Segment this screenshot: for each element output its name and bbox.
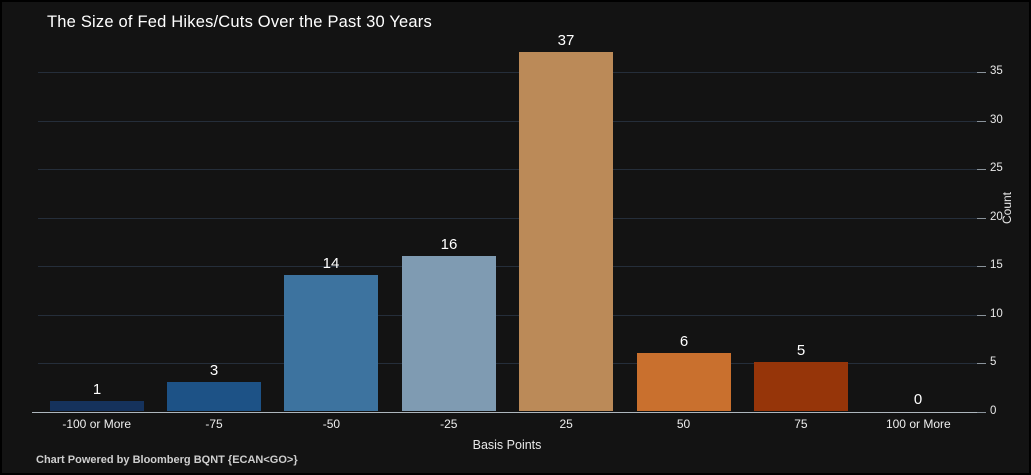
x-tick-label: 100 or More xyxy=(885,417,951,431)
bar--25 xyxy=(402,256,496,411)
y-tick-mark xyxy=(977,169,986,170)
y-tick-label: 10 xyxy=(990,308,1003,320)
y-tick-label: 0 xyxy=(990,405,997,417)
plot-area: 1 3 14 16 37 6 5 0 xyxy=(38,32,977,412)
y-tick-label: 20 xyxy=(990,211,1003,223)
y-tick-label: 35 xyxy=(990,65,1003,77)
bar-value-label: 37 xyxy=(557,32,575,49)
bar-value-label: 0 xyxy=(913,391,923,408)
x-axis-line xyxy=(32,412,985,413)
x-tick-label: 25 xyxy=(559,417,573,431)
gridline-y-25 xyxy=(38,169,977,171)
y-tick-mark xyxy=(977,315,986,316)
bar-value-label: 14 xyxy=(322,255,340,272)
y-tick-mark xyxy=(977,218,986,219)
gridline-y-30 xyxy=(38,120,977,122)
x-tick-label: 50 xyxy=(676,417,691,431)
y-tick-mark xyxy=(977,412,986,413)
x-tick-label: -75 xyxy=(205,417,223,431)
y-tick-label: 30 xyxy=(990,114,1003,126)
y-tick-label: 25 xyxy=(990,162,1003,174)
y-tick-mark xyxy=(977,266,986,267)
y-tick-mark xyxy=(977,121,986,122)
gridline-y-10 xyxy=(38,314,977,316)
bar-value-label: 6 xyxy=(679,333,689,350)
x-tick-label: -25 xyxy=(440,417,458,431)
gridline-y-35 xyxy=(38,72,977,73)
bar-50 xyxy=(637,353,731,411)
bar--75 xyxy=(167,382,261,411)
bar-value-label: 1 xyxy=(92,381,102,398)
bar-75 xyxy=(754,362,848,411)
bar-value-label: 16 xyxy=(440,236,458,253)
bar--50 xyxy=(284,275,378,411)
bar-25 xyxy=(519,52,613,411)
y-tick-mark xyxy=(977,363,986,364)
y-tick-label: 5 xyxy=(990,356,997,368)
x-tick-label: -50 xyxy=(322,417,341,431)
chart-title: The Size of Fed Hikes/Cuts Over the Past… xyxy=(47,13,432,31)
gridline-y-5 xyxy=(38,363,977,365)
bloomberg-credit-footer: Chart Powered by Bloomberg BQNT {ECAN<GO… xyxy=(36,454,298,466)
x-tick-label: -100 or More xyxy=(62,417,132,431)
y-tick-mark xyxy=(977,72,986,73)
gridline-y-20 xyxy=(38,217,977,219)
bar-value-label: 3 xyxy=(209,362,219,379)
x-tick-label: 75 xyxy=(794,417,808,431)
gridline-y-15 xyxy=(38,266,977,268)
y-tick-label: 15 xyxy=(990,259,1003,271)
x-axis-title: Basis Points xyxy=(472,438,542,452)
bar--100-or-more xyxy=(50,401,144,411)
bar-value-label: 5 xyxy=(796,342,806,359)
